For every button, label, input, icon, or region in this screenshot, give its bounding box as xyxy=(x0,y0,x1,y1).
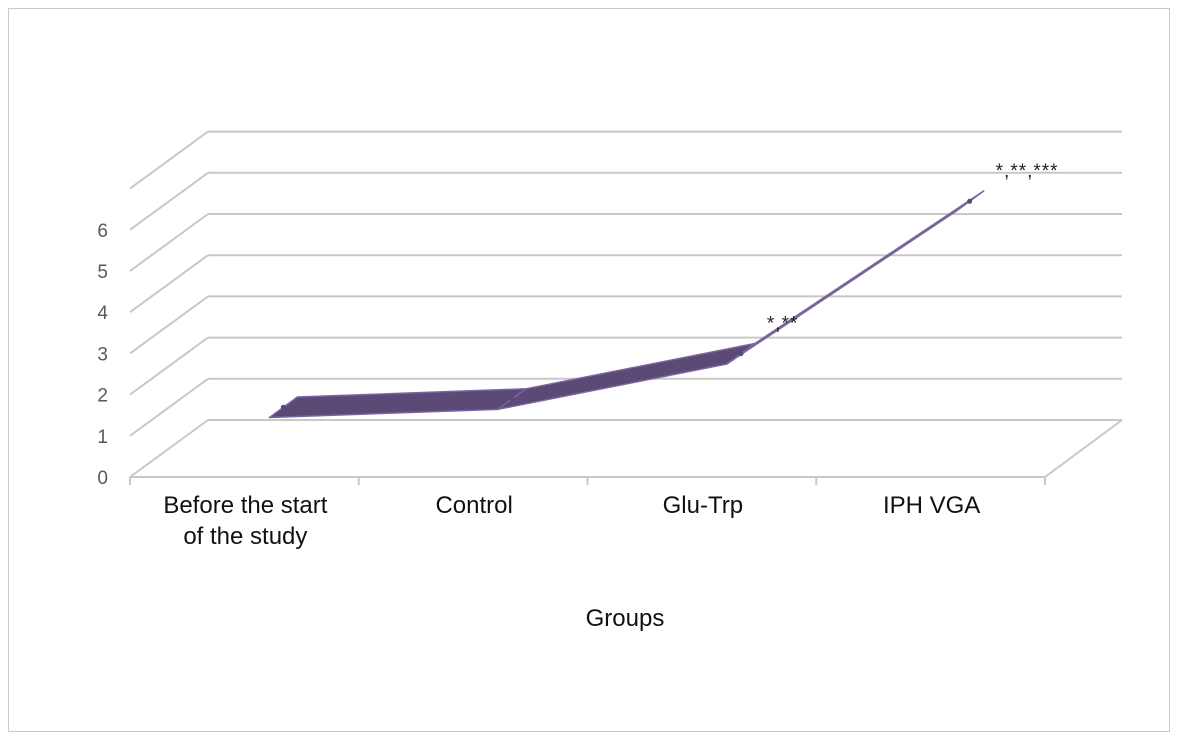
data-point xyxy=(280,404,286,410)
data-point xyxy=(738,351,744,357)
y-tick-label: 3 xyxy=(97,344,108,365)
x-category-label: Before the start of the study xyxy=(163,492,327,550)
y-tick-label: 5 xyxy=(97,262,108,283)
y-tick-label: 0 xyxy=(97,468,108,489)
gridline-side xyxy=(129,171,209,231)
data-point xyxy=(509,396,515,402)
y-tick-label: 1 xyxy=(97,427,108,448)
series-segment xyxy=(268,388,527,419)
y-tick-label: 4 xyxy=(97,303,108,324)
data-point xyxy=(967,198,973,204)
gridline-side xyxy=(129,213,209,272)
gridline-side xyxy=(129,254,209,314)
series-segment xyxy=(726,190,985,365)
x-axis-title: Groups xyxy=(586,605,665,632)
gridline-side xyxy=(129,419,209,478)
y-tick-label: 2 xyxy=(97,386,108,407)
floor-right-edge xyxy=(1044,419,1123,478)
x-category-label: Control xyxy=(435,492,512,519)
significance-annotation: *,**,*** xyxy=(996,161,1059,182)
gridline-side xyxy=(129,295,209,355)
y-tick-label: 6 xyxy=(97,221,108,242)
gridline-side xyxy=(129,336,209,396)
x-category-label: IPH VGA xyxy=(883,492,980,519)
gridline-side xyxy=(129,377,209,437)
significance-annotation: *,** xyxy=(767,313,798,334)
x-category-label: Glu-Trp xyxy=(663,492,743,519)
chart-frame xyxy=(8,8,1170,732)
series-segment xyxy=(497,342,756,411)
gridline-side xyxy=(129,130,209,190)
